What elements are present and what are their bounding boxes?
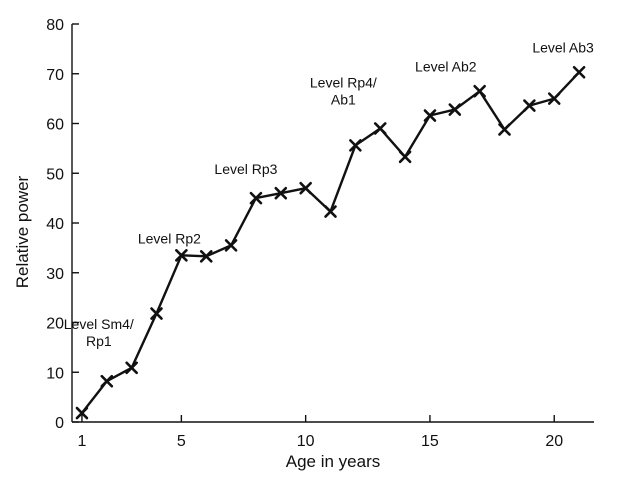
y-tick-label: 0	[55, 415, 64, 432]
y-axis-title: Relative power	[13, 175, 32, 288]
data-point-marker	[75, 406, 89, 420]
annotation-line: Level Rp3	[214, 161, 277, 177]
x-tick-label: 10	[297, 433, 315, 450]
data-point-marker	[498, 123, 511, 136]
data-point-marker	[274, 186, 288, 200]
data-point-marker	[125, 361, 138, 375]
data-point-marker	[324, 205, 337, 218]
annotation-label: Level Ab2	[415, 59, 477, 75]
data-point-marker	[224, 239, 238, 252]
data-point-marker	[473, 84, 486, 98]
data-point-marker	[448, 103, 462, 116]
x-axis: 1 5 10 15 20	[72, 415, 594, 450]
y-tick-label: 10	[46, 365, 64, 382]
data-point-marker	[349, 139, 362, 152]
annotation-label: Level Rp3	[214, 161, 277, 177]
data-point-marker	[100, 374, 114, 388]
data-point-marker	[423, 109, 437, 122]
annotation-line: Rp1	[86, 333, 112, 349]
annotation-line: Level Sm4/	[64, 316, 134, 332]
y-tick-label: 20	[46, 316, 64, 333]
x-tick-label: 5	[177, 433, 186, 450]
annotation-line: Ab1	[331, 91, 356, 107]
annotation-label: Level Rp4/Ab1	[310, 74, 377, 107]
annotation-label: Level Rp2	[138, 230, 201, 246]
y-tick-label: 40	[46, 216, 64, 233]
data-point-marker	[249, 191, 263, 205]
y-axis: 0 10 20 30 40 50 60 70 80	[46, 17, 79, 432]
y-tick-label: 70	[46, 67, 64, 84]
x-tick-label: 20	[545, 433, 563, 450]
series-line	[75, 65, 586, 420]
y-tick-label: 50	[46, 166, 64, 183]
data-point-marker	[373, 122, 387, 135]
annotation-label: Level Ab3	[532, 39, 594, 55]
data-point-marker	[523, 99, 536, 112]
annotation-line: Level Rp2	[138, 230, 201, 246]
annotation-line: Level Rp4/	[310, 74, 377, 90]
data-point-marker	[398, 150, 412, 164]
annotations: Level Sm4/Rp1 Level Rp2 Level Rp3 Level Rp4…	[64, 39, 594, 349]
data-point-marker	[175, 249, 188, 262]
data-point-marker	[199, 250, 213, 263]
data-point-marker	[547, 92, 561, 105]
annotation-line: Level Ab2	[415, 59, 477, 75]
data-point-marker	[572, 65, 586, 79]
x-tick-label: 1	[77, 433, 86, 450]
y-tick-label: 30	[46, 266, 64, 283]
x-axis-title: Age in years	[286, 452, 381, 471]
y-tick-label: 80	[46, 17, 64, 34]
data-point-marker	[299, 181, 312, 195]
data-point-marker	[150, 307, 163, 320]
y-tick-label: 60	[46, 117, 64, 134]
x-tick-label: 15	[421, 433, 439, 450]
annotation-label: Level Sm4/Rp1	[64, 316, 134, 349]
annotation-line: Level Ab3	[532, 39, 594, 55]
